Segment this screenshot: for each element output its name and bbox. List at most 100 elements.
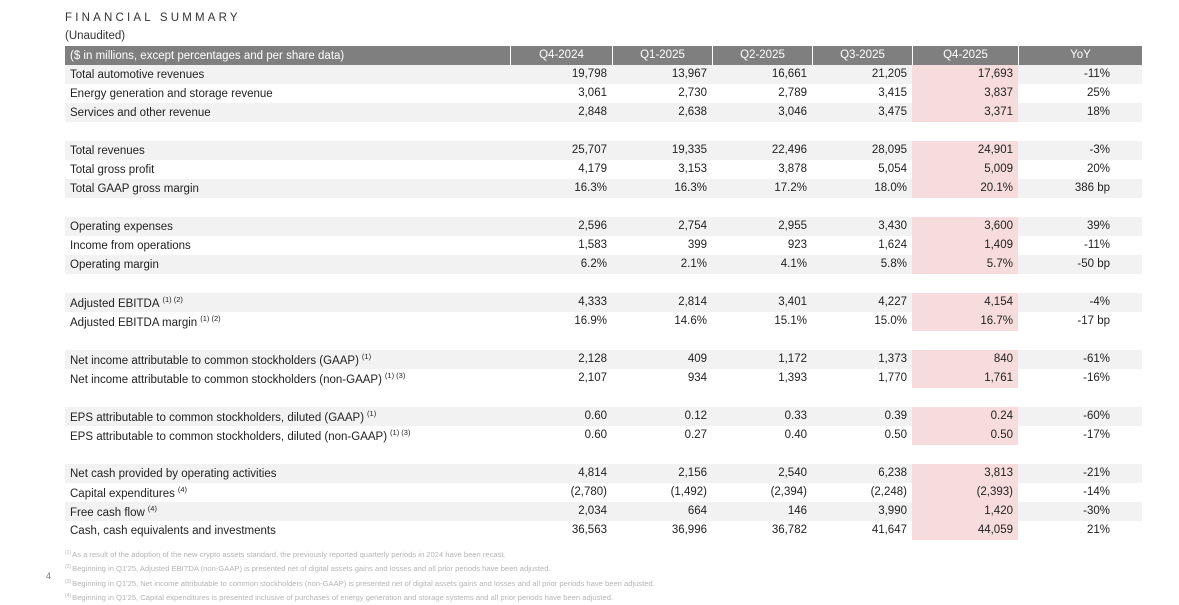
- row-label: Capital expenditures: [70, 488, 175, 500]
- cell: 0.27: [684, 429, 707, 441]
- cell: 16.7%: [912, 312, 1018, 331]
- cell: 2,754: [678, 220, 707, 232]
- note-ref: (1) (2): [200, 314, 221, 323]
- page-number: 4: [46, 571, 52, 581]
- column-header: Q1-2025: [612, 46, 712, 65]
- cell: 3,837: [912, 84, 1018, 103]
- cell: 3,990: [878, 505, 907, 517]
- column-header: YoY: [1018, 46, 1142, 65]
- footnote-marker: (3): [65, 578, 72, 585]
- row-label: EPS attributable to common stockholders,…: [70, 431, 388, 443]
- header-row: ($ in millions, except percentages and p…: [65, 46, 1142, 65]
- row-label: Cash, cash equivalents and investments: [70, 524, 276, 537]
- row-label: Energy generation and storage revenue: [70, 87, 273, 100]
- cell: 0.33: [784, 410, 807, 422]
- cell: -4%: [1089, 296, 1110, 308]
- cell: (2,393): [912, 483, 1018, 502]
- cell: 21,205: [871, 68, 907, 80]
- row-label: Adjusted EBITDA: [70, 298, 160, 310]
- cell: 2,789: [778, 87, 807, 99]
- cell: 2,128: [578, 353, 607, 365]
- cell: 2,848: [578, 106, 607, 118]
- cell: 4,179: [578, 163, 607, 175]
- cell: 25%: [1086, 87, 1110, 99]
- row-label-cell: Net income attributable to common stockh…: [65, 352, 510, 367]
- row-label: Adjusted EBITDA margin: [70, 317, 198, 329]
- row-label: Free cash flow: [70, 507, 145, 519]
- cell: 3,046: [778, 106, 807, 118]
- cell: 3,878: [778, 163, 807, 175]
- row-label-cell: Cash, cash equivalents and investments: [65, 525, 510, 537]
- note-ref: (1): [361, 352, 372, 361]
- row-label-cell: EPS attributable to common stockholders,…: [65, 409, 510, 424]
- column-header: Q3-2025: [812, 46, 912, 65]
- cell: 1,770: [878, 372, 907, 384]
- table-row: Free cash flow (4) 2,034 664 146 3,990 1,420 -3…: [65, 502, 1142, 521]
- cell: -16%: [1083, 372, 1110, 384]
- cell: 5.8%: [880, 258, 907, 270]
- cell: 36,563: [571, 524, 607, 536]
- cell: 18.0%: [874, 182, 907, 194]
- row-label-cell: Total revenues: [65, 145, 510, 157]
- cell: 1,583: [578, 239, 607, 251]
- cell: -61%: [1083, 353, 1110, 365]
- note-ref: (4): [147, 504, 157, 513]
- row-label: Income from operations: [70, 239, 191, 252]
- cell: 20%: [1086, 163, 1110, 175]
- cell: 15.1%: [774, 315, 807, 327]
- row-label-cell: Operating margin: [65, 259, 510, 271]
- cell: (2,780): [570, 486, 607, 498]
- footnote-marker: (1): [65, 550, 72, 556]
- spacer: [65, 445, 1142, 464]
- cell: 409: [687, 353, 707, 365]
- cell: 1,172: [778, 353, 807, 365]
- cell: 1,393: [778, 372, 807, 384]
- cell: -11%: [1084, 239, 1110, 251]
- cell: 2,034: [578, 505, 607, 517]
- cell: 6,238: [878, 467, 907, 479]
- cell: 41,647: [871, 524, 907, 536]
- cell: 3,415: [878, 87, 907, 99]
- table-row: Energy generation and storage revenue 3,0…: [65, 84, 1142, 103]
- cell: 25,707: [571, 144, 607, 156]
- cell: 2,955: [778, 220, 807, 232]
- row-label: Operating margin: [70, 258, 159, 271]
- cell: 13,967: [671, 68, 707, 80]
- cell: 2,156: [678, 467, 707, 479]
- cell: (1,492): [670, 486, 707, 498]
- summary-table: ($ in millions, except percentages and p…: [65, 46, 1142, 540]
- table-row: EPS attributable to common stockholders,…: [65, 426, 1142, 445]
- row-label-cell: Total GAAP gross margin: [65, 183, 510, 195]
- table-row: Adjusted EBITDA margin (1) (2) 16.9% 14.6% 1…: [65, 312, 1142, 331]
- cell: -14%: [1083, 486, 1110, 498]
- cell: -11%: [1084, 68, 1110, 80]
- row-label-cell: Net cash provided by operating activitie…: [65, 468, 510, 480]
- cell: -17%: [1083, 429, 1110, 441]
- table-row: Total automotive revenues 19,798 13,967 16,…: [65, 65, 1142, 84]
- cell: 16.3%: [574, 182, 607, 194]
- cell: 16,661: [771, 68, 807, 80]
- cell: 44,059: [912, 521, 1018, 540]
- row-label: Net cash provided by operating activitie…: [70, 467, 277, 480]
- table-row: Total gross profit 4,179 3,153 3,878 5,054 5,…: [65, 160, 1142, 179]
- row-label: Total gross profit: [70, 163, 155, 176]
- row-label: Services and other revenue: [70, 106, 211, 119]
- column-header: Q4-2024: [510, 46, 612, 65]
- row-label: Total revenues: [70, 144, 145, 157]
- row-label: Net income attributable to common stockh…: [70, 355, 359, 367]
- cell: 3,371: [912, 103, 1018, 122]
- row-label: Total GAAP gross margin: [70, 182, 199, 195]
- cell: (2,394): [770, 486, 807, 498]
- cell: 36,996: [671, 524, 707, 536]
- cell: 3,600: [912, 217, 1018, 236]
- table-row: Net income attributable to common stockh…: [65, 350, 1142, 369]
- footnote-marker: (4): [65, 593, 72, 600]
- note-ref: (1) (3): [384, 371, 406, 380]
- footnote-text: Beginning in Q1'25, Adjusted EBITDA (non…: [72, 564, 551, 574]
- cell: -50 bp: [1077, 258, 1110, 270]
- note-ref: (1) (2): [162, 295, 183, 304]
- cell: 2,814: [678, 296, 707, 308]
- cell: 4.1%: [780, 258, 807, 270]
- cell: 0.50: [912, 426, 1018, 445]
- cell: 14.6%: [674, 315, 707, 327]
